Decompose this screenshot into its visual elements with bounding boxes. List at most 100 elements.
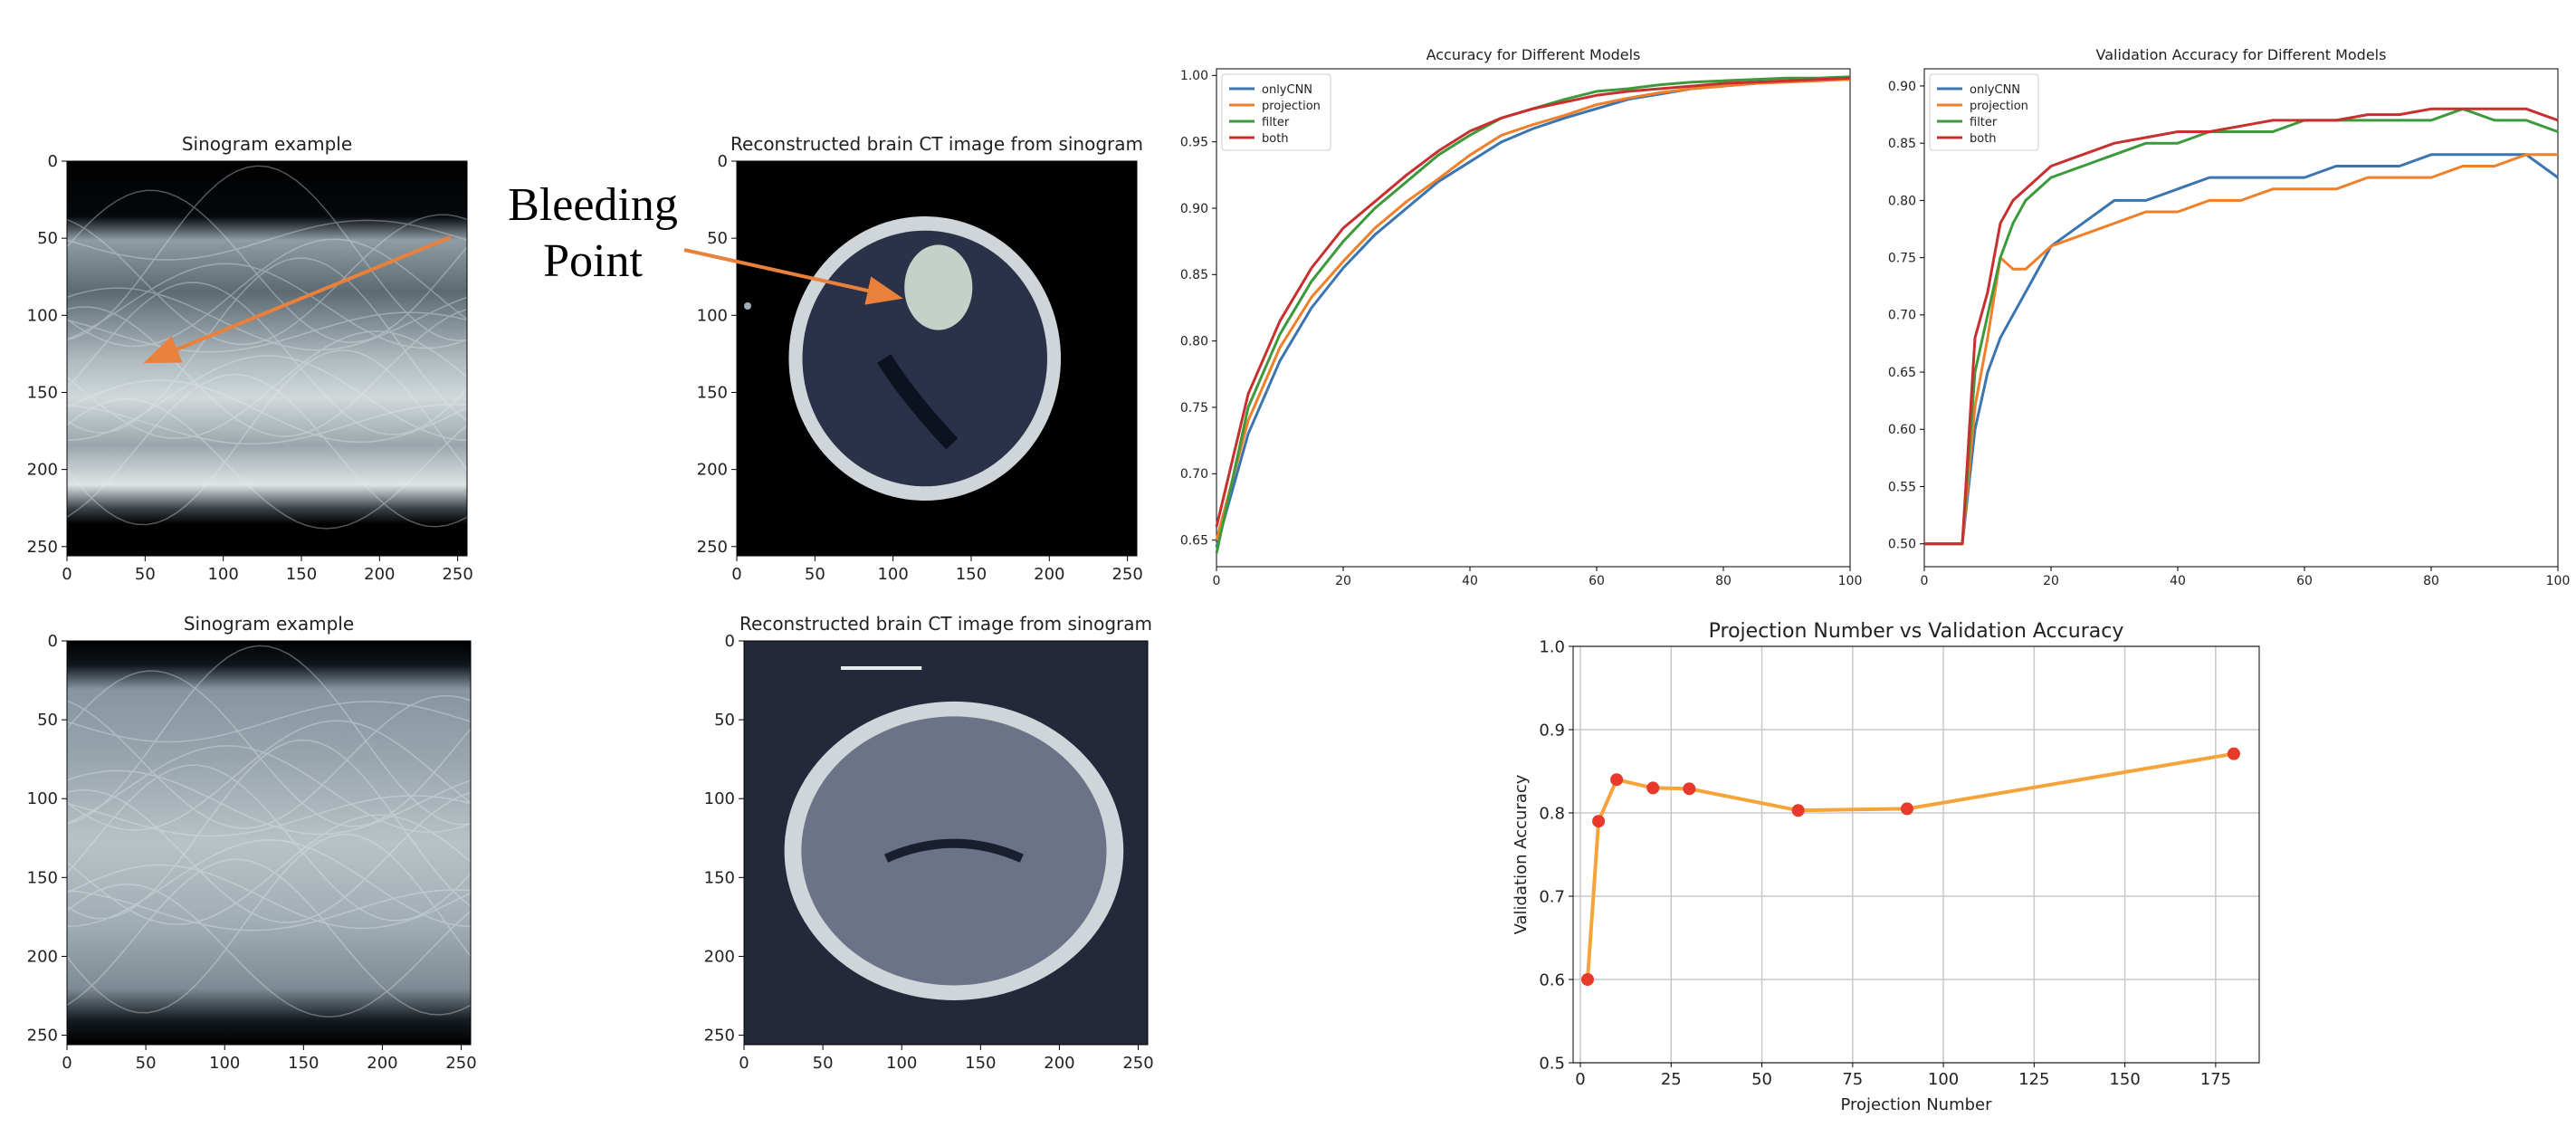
x-tick-label: 0 bbox=[731, 565, 741, 584]
y-tick-label: 0 bbox=[48, 152, 58, 171]
ct-panel-2: Reconstructed brain CT image from sinogr… bbox=[688, 608, 1177, 1097]
legend-entry: filter bbox=[1970, 116, 1998, 129]
image-frame bbox=[66, 160, 468, 557]
annotation-line-1: Bleeding bbox=[508, 179, 678, 231]
x-tick-label: 150 bbox=[2109, 1070, 2140, 1089]
y-tick-label: 150 bbox=[27, 383, 58, 402]
legend-entry: both bbox=[1262, 132, 1289, 146]
y-tick-label: 100 bbox=[27, 306, 58, 325]
x-tick-label: 100 bbox=[1928, 1070, 1959, 1089]
x-tick-label: 200 bbox=[1044, 1054, 1074, 1073]
y-tick-label: 0.9 bbox=[1539, 721, 1565, 740]
y-tick-label: 50 bbox=[707, 229, 728, 248]
y-tick-label: 250 bbox=[27, 1027, 58, 1046]
x-tick-label: 0 bbox=[62, 565, 72, 584]
y-tick-label: 1.00 bbox=[1180, 69, 1208, 83]
sinogram-image bbox=[67, 161, 467, 556]
data-point bbox=[1683, 782, 1696, 796]
y-tick-label: 0.65 bbox=[1888, 366, 1916, 380]
y-tick-label: 0.85 bbox=[1180, 268, 1208, 282]
series-line-filter bbox=[1924, 107, 2559, 546]
y-tick-label: 0.70 bbox=[1888, 309, 1916, 323]
legend-box bbox=[1929, 73, 2039, 151]
plot-frame bbox=[1572, 645, 2260, 1064]
series-line-projection-accuracy bbox=[1586, 751, 2235, 980]
sinogram-figure-1: Sinogram example 0 50 100 150 200 250 0 50 100 150… bbox=[27, 133, 473, 584]
bleeding-region bbox=[904, 244, 973, 330]
x-tick-label: 100 bbox=[209, 1054, 240, 1073]
y-tick-label: 0.90 bbox=[1888, 80, 1916, 94]
data-point bbox=[2227, 747, 2240, 760]
y-axis-label: Validation Accuracy bbox=[1512, 774, 1531, 934]
data-point bbox=[1900, 802, 1913, 816]
image-title-0: Sinogram example bbox=[182, 133, 352, 155]
y-tick-label: 0.60 bbox=[1888, 423, 1916, 437]
x-tick-label: 250 bbox=[1122, 1054, 1153, 1073]
plot-frame bbox=[1216, 68, 1851, 568]
validation-accuracy-chart: Validation Accuracy for Different Models… bbox=[1888, 46, 2571, 588]
ct-figure-2: Reconstructed brain CT image from sinogr… bbox=[704, 613, 1154, 1073]
data-point bbox=[1610, 773, 1624, 787]
y-tick-label: 1.0 bbox=[1539, 637, 1565, 656]
x-tick-label: 250 bbox=[442, 565, 472, 584]
legend-box bbox=[1221, 73, 1331, 151]
x-tick-label: 25 bbox=[1661, 1070, 1682, 1089]
legend-entry: projection bbox=[1970, 100, 2028, 113]
x-tick-label: 40 bbox=[1462, 574, 1478, 588]
data-point bbox=[1592, 815, 1606, 828]
image-frame bbox=[66, 640, 472, 1046]
x-tick-label: 60 bbox=[1589, 574, 1605, 588]
y-tick-label: 0 bbox=[718, 152, 728, 171]
accuracy-chart-panel: Accuracy for Different Models 0 20 40 60 80 10… bbox=[1168, 43, 1865, 588]
series-line-both bbox=[1215, 76, 1851, 528]
y-tick-label: 50 bbox=[37, 229, 58, 248]
x-tick-label: 200 bbox=[1034, 565, 1064, 584]
legend-entry: filter bbox=[1262, 116, 1290, 129]
ventricle bbox=[877, 354, 959, 450]
y-tick-label: 0.90 bbox=[1180, 202, 1208, 216]
y-tick-label: 0 bbox=[725, 632, 735, 651]
x-tick-label: 0 bbox=[739, 1054, 749, 1073]
bleeding-point-annotation: Bleeding Point bbox=[489, 177, 697, 290]
y-tick-label: 50 bbox=[37, 711, 58, 730]
x-tick-label: 150 bbox=[286, 565, 317, 584]
x-tick-label: 0 bbox=[62, 1054, 72, 1073]
y-tick-label: 0.95 bbox=[1180, 136, 1208, 150]
y-tick-label: 100 bbox=[697, 306, 728, 325]
x-tick-label: 200 bbox=[364, 565, 395, 584]
y-tick-label: 100 bbox=[704, 789, 735, 808]
validation-chart-panel: Validation Accuracy for Different Models… bbox=[1888, 43, 2571, 588]
x-tick-label: 80 bbox=[2423, 574, 2439, 588]
data-point bbox=[1581, 973, 1595, 986]
x-axis-label: Projection Number bbox=[1840, 1095, 1992, 1114]
x-tick-label: 150 bbox=[288, 1054, 319, 1073]
x-tick-label: 50 bbox=[805, 565, 825, 584]
y-tick-label: 250 bbox=[704, 1027, 735, 1046]
x-tick-label: 100 bbox=[1838, 574, 1863, 588]
y-tick-label: 0.80 bbox=[1180, 335, 1208, 349]
y-tick-label: 0.55 bbox=[1888, 480, 1916, 494]
x-tick-label: 250 bbox=[1111, 565, 1142, 584]
series-line-both bbox=[1924, 107, 2559, 546]
y-tick-label: 0.5 bbox=[1539, 1054, 1565, 1073]
image-title-3: Reconstructed brain CT image from sinogr… bbox=[739, 613, 1152, 635]
y-tick-label: 200 bbox=[704, 947, 735, 966]
x-tick-label: 150 bbox=[965, 1054, 996, 1073]
y-tick-label: 0.70 bbox=[1180, 467, 1208, 482]
image-frame bbox=[743, 640, 1149, 1046]
x-tick-label: 80 bbox=[1715, 574, 1732, 588]
chart-title: Validation Accuracy for Different Models bbox=[2096, 46, 2387, 63]
x-tick-label: 50 bbox=[135, 565, 156, 584]
ct-figure-1: Reconstructed brain CT image from sinogr… bbox=[697, 133, 1143, 584]
y-tick-label: 250 bbox=[697, 538, 728, 557]
sinogram-image bbox=[67, 641, 471, 1045]
sinogram-panel-2: Sinogram example 0 50 100 150 200 250 0 50 100 150… bbox=[18, 608, 507, 1097]
x-tick-label: 50 bbox=[813, 1054, 834, 1073]
accuracy-chart: Accuracy for Different Models 0 20 40 60 80 10… bbox=[1180, 46, 1863, 588]
x-tick-label: 100 bbox=[2546, 574, 2571, 588]
x-tick-label: 50 bbox=[136, 1054, 157, 1073]
sinogram-traces bbox=[66, 645, 472, 1018]
image-title-1: Reconstructed brain CT image from sinogr… bbox=[730, 133, 1143, 155]
data-point bbox=[1646, 781, 1660, 795]
x-tick-label: 100 bbox=[207, 565, 238, 584]
